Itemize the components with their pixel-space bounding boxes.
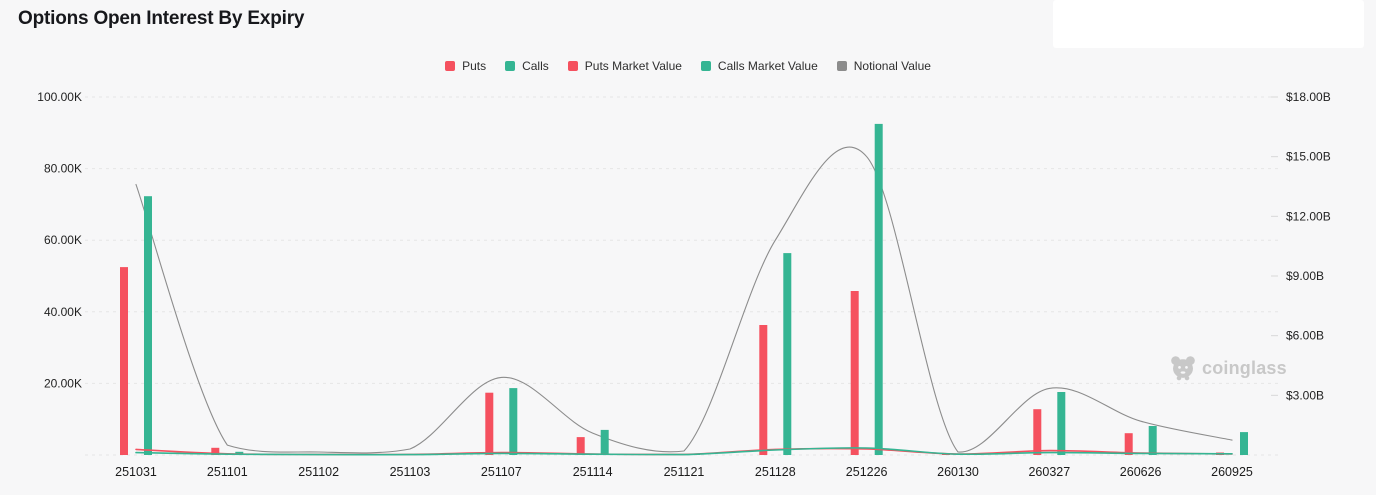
legend-label: Calls Market Value (717, 59, 818, 73)
bar-puts-260626[interactable] (1124, 433, 1133, 455)
legend-label: Calls (522, 59, 549, 73)
y-axis-left-label: 60.00K (44, 233, 82, 247)
x-axis-label: 251226 (846, 465, 888, 479)
y-axis-right-label: $18.00B (1286, 90, 1331, 104)
bar-puts-251114[interactable] (576, 437, 585, 455)
notional-value-line (135, 146, 1233, 454)
calls-market-value-line (135, 447, 1233, 456)
coinglass-logo-icon (1171, 356, 1195, 381)
y-axis-left-label: 80.00K (44, 162, 82, 176)
y-axis-right-label: $15.00B (1286, 150, 1331, 164)
bar-puts-251031[interactable] (120, 267, 128, 455)
x-axis-label: 260925 (1211, 465, 1253, 479)
x-axis-label: 260130 (937, 465, 979, 479)
x-axis-label: 260626 (1120, 465, 1162, 479)
bar-calls-251031[interactable] (144, 196, 152, 455)
x-axis-label: 251121 (664, 465, 705, 479)
y-axis-right-label: $3.00B (1286, 388, 1324, 402)
bar-puts-260327[interactable] (1033, 409, 1042, 455)
bar-calls-260327[interactable] (1057, 392, 1066, 455)
legend-swatch-notional-value (836, 61, 847, 71)
bar-puts-251107[interactable] (485, 392, 494, 455)
bar-puts-251101[interactable] (211, 447, 220, 455)
x-axis-label: 251114 (573, 465, 613, 479)
y-axis-right-label: $9.00B (1286, 269, 1324, 283)
y-axis-right-label: $6.00B (1286, 329, 1324, 343)
legend-swatch-calls (505, 61, 516, 71)
legend-label: Puts (462, 59, 487, 73)
x-axis-label: 251101 (207, 465, 248, 479)
y-axis-left-label: 40.00K (44, 305, 82, 319)
legend-label: Notional Value (853, 59, 931, 73)
legend-item-calls-market-value[interactable]: Calls Market Value (700, 59, 818, 73)
bar-puts-251128[interactable] (759, 325, 768, 455)
bar-puts-251226[interactable] (850, 291, 859, 455)
legend-swatch-puts-market-value (567, 61, 578, 71)
x-axis-label: 251102 (298, 465, 339, 479)
y-axis-left-label: 100.00K (37, 90, 82, 104)
legend-label: Puts Market Value (584, 59, 682, 73)
legend-item-notional-value[interactable]: Notional Value (836, 59, 931, 73)
bar-calls-251114[interactable] (600, 429, 609, 455)
bar-calls-260925[interactable] (1240, 432, 1248, 455)
legend-item-calls[interactable]: Calls (505, 60, 549, 72)
bar-calls-260626[interactable] (1148, 426, 1157, 455)
bar-calls-251107[interactable] (509, 388, 518, 455)
legend-swatch-calls-market-value (700, 61, 711, 71)
bar-calls-251128[interactable] (783, 253, 792, 455)
legend-swatch-puts (445, 61, 456, 71)
x-axis-label: 260327 (1028, 465, 1070, 479)
x-axis-label: 251128 (755, 465, 796, 479)
x-axis-label: 251031 (115, 465, 157, 479)
x-axis-label: 251103 (390, 465, 431, 479)
legend-item-puts[interactable]: Puts (445, 60, 486, 72)
x-axis-label: 251107 (481, 465, 522, 479)
top-right-blank-panel (1053, 0, 1364, 48)
y-axis-left-label: 20.00K (44, 376, 82, 390)
coinglass-watermark: coinglass (1170, 355, 1287, 381)
legend-item-puts-market-value[interactable]: Puts Market Value (567, 59, 682, 73)
y-axis-right-label: $12.00B (1286, 209, 1331, 223)
chart-legend: Puts Calls Puts Market Value Calls Market V… (0, 60, 1376, 72)
chart-title: Options Open Interest By Expiry (18, 8, 305, 29)
coinglass-watermark-text: coinglass (1202, 357, 1287, 378)
bar-calls-251226[interactable] (874, 123, 883, 456)
